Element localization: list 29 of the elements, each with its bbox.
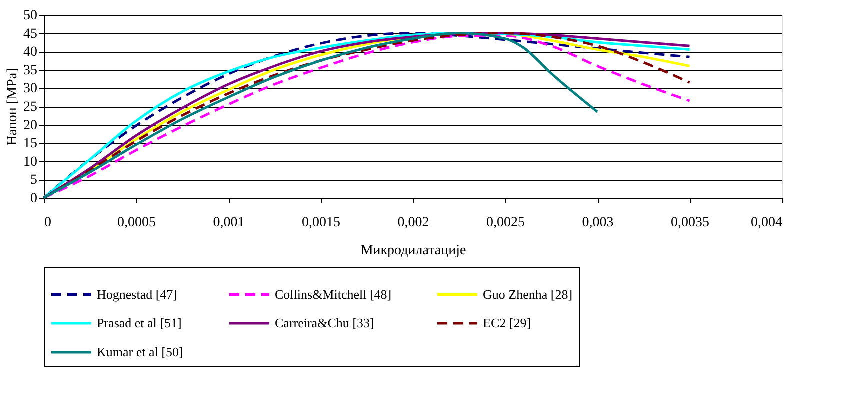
y-tick-label: 30 <box>24 82 38 97</box>
legend-label: Kumar et al [50] <box>97 344 184 360</box>
y-tick-label: 0 <box>30 192 38 206</box>
x-tick-label: 0,002 <box>398 216 430 230</box>
x-tick-label: 0,0005 <box>118 216 156 230</box>
x-tick-label: 0 <box>44 216 52 230</box>
x-tick-label: 0,0035 <box>671 216 710 230</box>
y-tick-label: 25 <box>24 100 38 115</box>
y-tick-label: 20 <box>24 118 38 134</box>
y-tick-label: 45 <box>24 26 38 42</box>
y-tick-label: 40 <box>24 45 38 60</box>
y-tick-label: 5 <box>30 173 38 188</box>
x-tick-label: 0,004 <box>751 216 782 230</box>
legend-label: Hognestad [47] <box>97 286 178 302</box>
y-tick-label: 15 <box>24 136 38 152</box>
x-tick-label: 0,0025 <box>486 216 525 230</box>
y-axis-title: Напон [MPa] <box>6 68 20 146</box>
y-tick-label: 10 <box>24 154 38 170</box>
legend-label: Carreira&Chu [33] <box>275 316 374 330</box>
y-tick-label: 50 <box>24 8 38 24</box>
y-tick-label: 35 <box>24 63 38 78</box>
legend-label: EC2 [29] <box>483 316 532 330</box>
legend-label: Collins&Mitchell [48] <box>275 286 392 302</box>
x-axis-title: Микродилатације <box>360 244 466 258</box>
x-tick-label: 0,001 <box>213 216 245 230</box>
x-tick-label: 0,0015 <box>302 216 340 230</box>
legend-label: Prasad et al [51] <box>97 316 182 330</box>
legend-label: Guo Zhenha [28] <box>483 286 573 302</box>
x-tick-label: 0,003 <box>582 216 614 230</box>
